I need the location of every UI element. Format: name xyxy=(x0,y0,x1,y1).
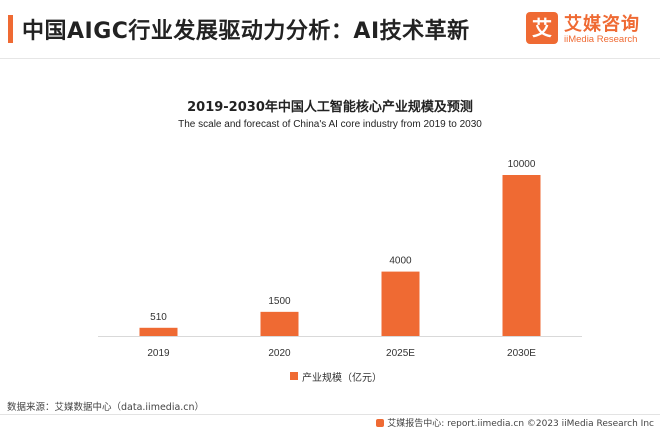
data-label-2030e: 10000 xyxy=(508,159,536,170)
data-source: 数据来源：艾媒数据中心（data.iimedia.cn） xyxy=(7,402,205,413)
x-tick-label-2019: 2019 xyxy=(147,348,170,359)
bar-2020 xyxy=(260,311,299,336)
header-divider xyxy=(0,58,660,59)
bar-2019 xyxy=(139,327,178,336)
bar-2025e xyxy=(381,271,420,336)
x-tick-label-2025e: 2025E xyxy=(386,348,415,359)
x-tick-label-2020: 2020 xyxy=(268,348,291,359)
logo-subtitle: iiMedia Research xyxy=(564,34,638,45)
title-accent-bar xyxy=(8,15,13,43)
x-tick-label-2030e: 2030E xyxy=(507,348,536,359)
logo-mark-icon: 艾 xyxy=(526,12,558,44)
iimedia-logo: 艾 艾媒咨询 iiMedia Research xyxy=(526,10,654,50)
footer-credit-text: 艾媒报告中心: report.iimedia.cn ©2023 iiMedia … xyxy=(387,419,654,429)
footer-credit: 艾媒报告中心: report.iimedia.cn ©2023 iiMedia … xyxy=(376,416,654,429)
legend-swatch xyxy=(290,372,298,380)
data-label-2020: 1500 xyxy=(268,296,291,307)
chart-subtitle: The scale and forecast of China's AI cor… xyxy=(178,119,482,130)
footer-divider xyxy=(0,414,660,415)
report-icon xyxy=(376,419,385,427)
legend-label: 产业规模（亿元） xyxy=(302,373,382,384)
header: 中国AIGC行业发展驱动力分析：AI技术革新 艾 艾媒咨询 iiMedia Re… xyxy=(0,0,660,58)
bar-2030e xyxy=(502,175,541,336)
logo-name: 艾媒咨询 xyxy=(564,14,640,35)
chart-title: 2019-2030年中国人工智能核心产业规模及预测 xyxy=(187,100,473,115)
page-title: 中国AIGC行业发展驱动力分析：AI技术革新 xyxy=(22,19,470,44)
data-label-2025e: 4000 xyxy=(389,256,412,267)
data-label-2019: 510 xyxy=(150,312,167,323)
